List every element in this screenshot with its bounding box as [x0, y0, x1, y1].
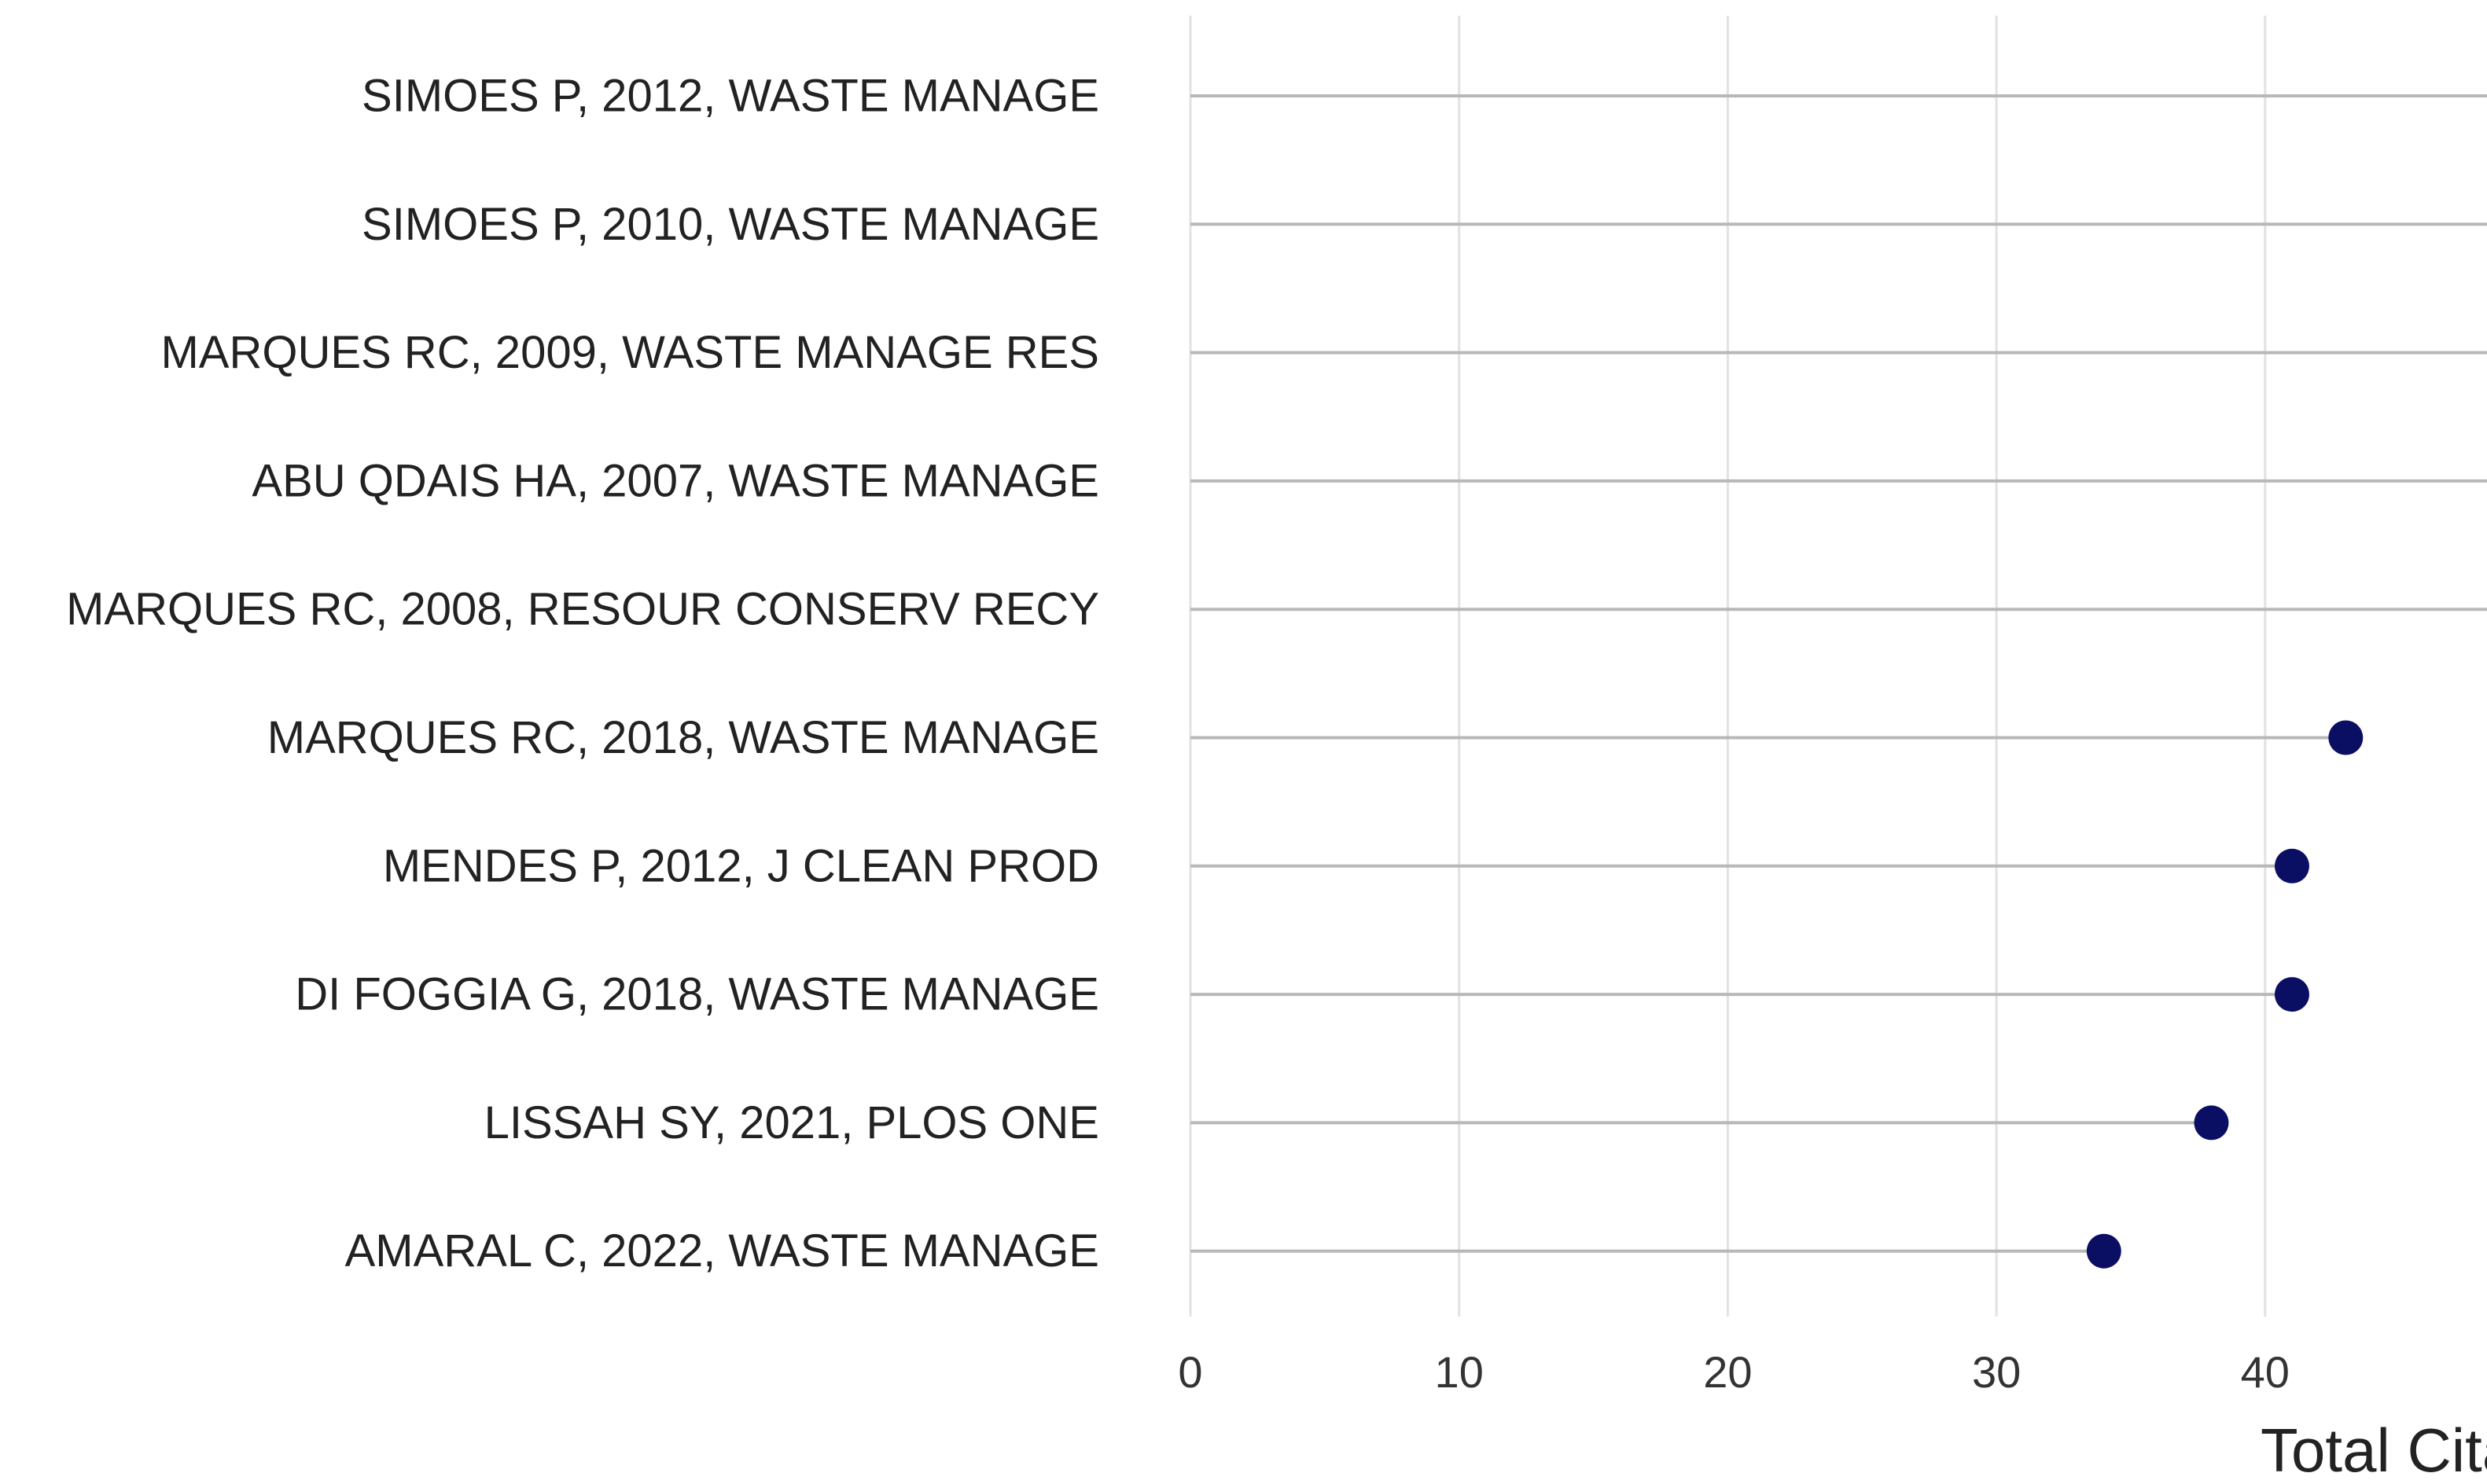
category-label-3: MARQUES RC, 2009, WASTE MANAGE RES [160, 327, 1099, 378]
x-tick-label-0: 0 [1178, 1347, 1202, 1397]
category-label-10: AMARAL C, 2022, WASTE MANAGE [345, 1225, 1099, 1276]
x-tick-label-40: 40 [2241, 1347, 2290, 1397]
stems [1190, 94, 2487, 1253]
category-label-6: MARQUES RC, 2018, WASTE MANAGE [267, 712, 1099, 763]
category-label-1: SIMOES P, 2012, WASTE MANAGE [362, 71, 1099, 122]
category-label-9: LISSAH SY, 2021, PLOS ONE [484, 1097, 1099, 1148]
data-point-10 [2086, 1233, 2121, 1269]
category-label-2: SIMOES P, 2010, WASTE MANAGE [362, 199, 1099, 250]
data-point-6 [2328, 720, 2364, 755]
x-tick-label-10: 10 [1435, 1347, 1484, 1397]
x-tick-label-30: 30 [1972, 1347, 2021, 1397]
y-axis-labels: SIMOES P, 2012, WASTE MANAGE SIMOES P, 20… [66, 71, 1099, 1277]
category-label-4: ABU QDAIS HA, 2007, WASTE MANAGE [252, 455, 1099, 506]
category-label-7: MENDES P, 2012, J CLEAN PROD [383, 840, 1099, 891]
x-axis-tick-labels: 0102030405060708090 [1178, 1347, 2290, 1397]
data-point-8 [2274, 977, 2309, 1012]
data-point-9 [2194, 1105, 2229, 1141]
x-tick-label-20: 20 [1703, 1347, 1752, 1397]
data-point-7 [2274, 848, 2309, 883]
x-axis-title: Total Citations [2261, 1416, 2487, 1484]
points [2086, 720, 2364, 1269]
category-label-8: DI FOGGIA G, 2018, WASTE MANAGE [295, 969, 1099, 1020]
gridlines [1189, 16, 2267, 1317]
category-label-5: MARQUES RC, 2008, RESOUR CONSERV RECY [66, 584, 1099, 635]
